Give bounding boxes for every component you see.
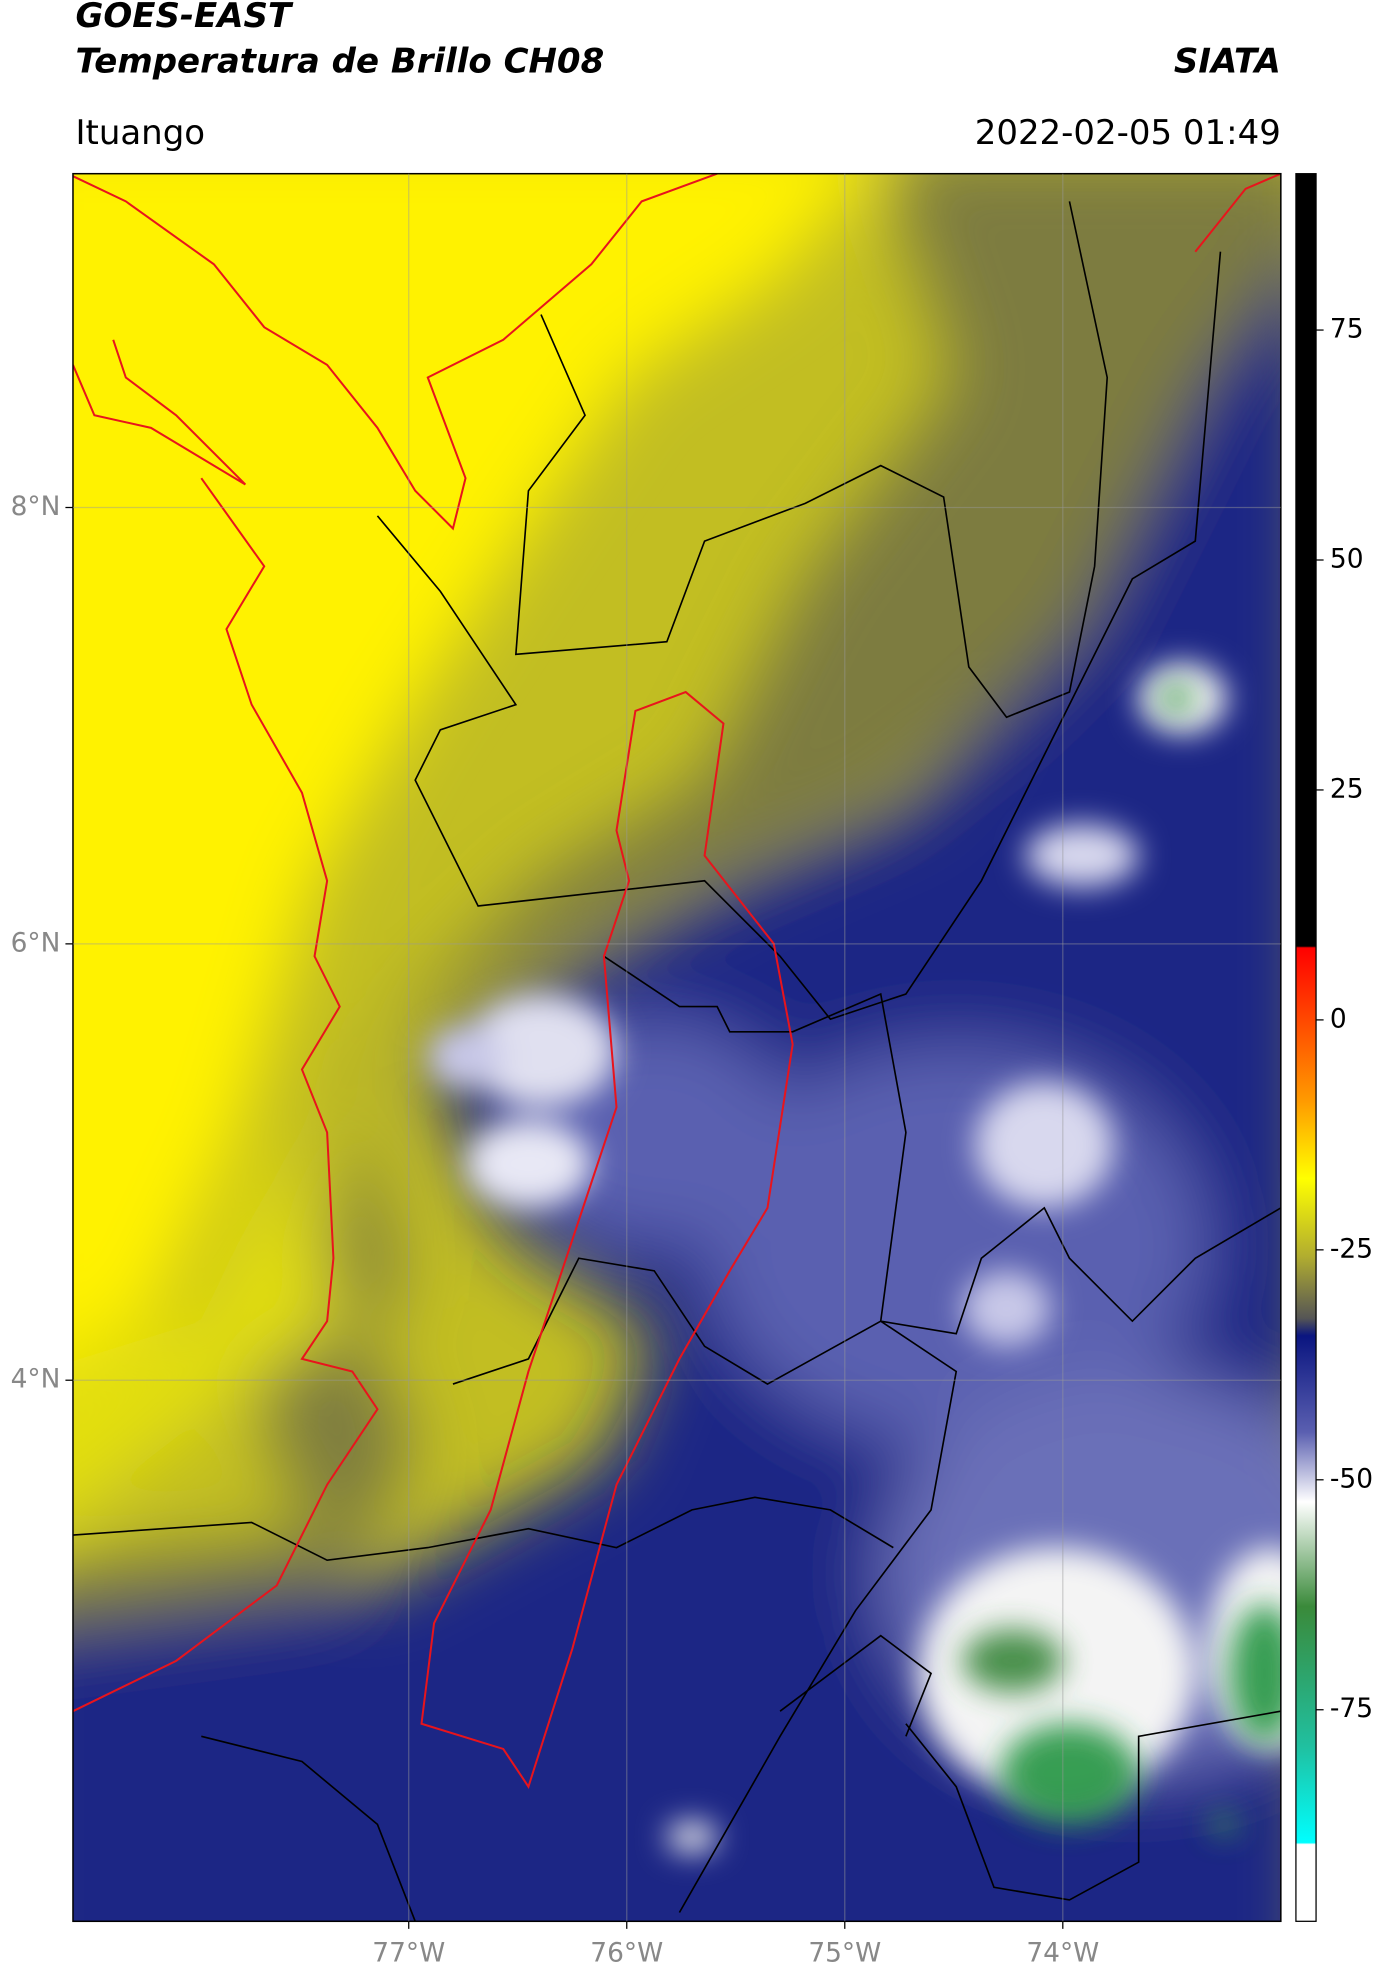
map-frame [72, 172, 1282, 1923]
colorbar-tick-label: -50 [1330, 1463, 1373, 1494]
satellite-image [72, 173, 1281, 1922]
title: GOES-EAST [75, 0, 293, 36]
x-tick-label: 75°W [808, 1938, 881, 1969]
timestamp: 2022-02-05 01:49 [975, 113, 1281, 153]
y-tick-label: 6°N [11, 927, 61, 958]
colorbar [1295, 173, 1317, 1922]
colorbar-tick-label: -75 [1330, 1693, 1373, 1724]
y-tick-label: 4°N [11, 1364, 61, 1395]
x-tick-label: 77°W [372, 1938, 445, 1969]
colorbar-tick-label: 25 [1330, 773, 1364, 804]
location: Ituango [75, 113, 205, 153]
colorbar-tick-label: 0 [1330, 1003, 1347, 1034]
source: SIATA [1174, 41, 1281, 81]
y-tick-label: 8°N [11, 491, 61, 522]
subtitle: Temperatura de Brillo CH08 [75, 41, 604, 81]
x-tick-label: 76°W [590, 1938, 663, 1969]
colorbar-tick-label: -25 [1330, 1233, 1373, 1264]
x-tick-label: 74°W [1026, 1938, 1099, 1969]
colorbar-tick-label: 75 [1330, 314, 1364, 345]
colorbar-tick-label: 50 [1330, 544, 1364, 575]
